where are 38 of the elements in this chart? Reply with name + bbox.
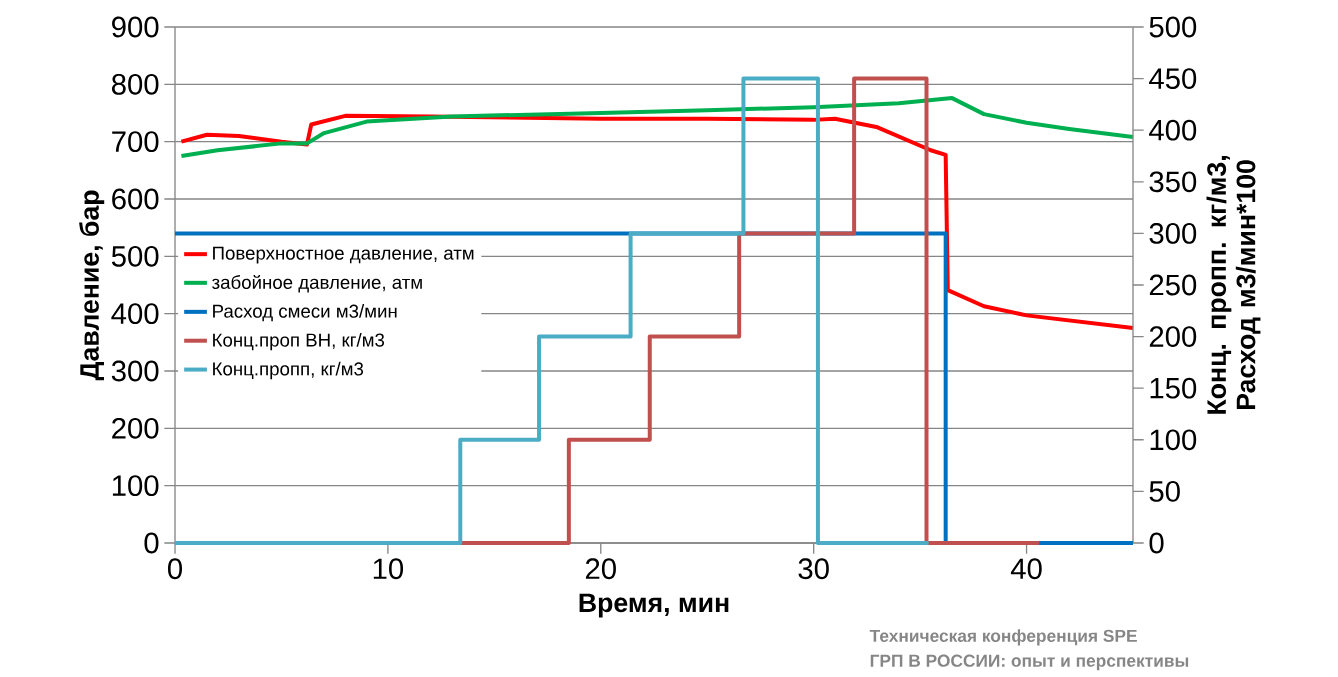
y2-tick-label: 450: [1149, 68, 1197, 89]
legend-label: Конц.проп ВН, кг/м3: [213, 332, 385, 351]
y-tick-label: 900: [112, 16, 159, 38]
y2-tick-label: 500: [1149, 16, 1197, 38]
y-tick-label: 600: [112, 188, 159, 210]
y2-axis-title: Конц. пропп. кг/м3, Расход м3/мин*100: [1206, 156, 1261, 414]
x-axis-title: Время, мин: [579, 593, 729, 618]
y-axis-title: Давление, бар: [79, 190, 105, 381]
x-tick-label: 30: [798, 558, 829, 580]
text: ГРП В РОССИИ: опыт и перспективы: [870, 654, 1189, 671]
y2-tick-label: 100: [1150, 429, 1197, 451]
y-tick-label: 200: [112, 417, 159, 439]
y2-tick-label: 0: [1149, 532, 1164, 554]
y2-tick-label: 200: [1149, 326, 1197, 347]
legend-label: Конц.пропп, кг/м3: [213, 361, 364, 380]
y2-tick-label: 150: [1150, 377, 1197, 399]
y2-tick-label: 350: [1149, 171, 1197, 193]
y-tick-label: 300: [111, 360, 159, 382]
line-series: [173, 76, 931, 545]
text: Техническая конференция SPE: [869, 629, 1137, 646]
y-tick-label: 400: [111, 303, 159, 325]
y-tick-label: 800: [111, 73, 159, 95]
y2-tick-label: 250: [1149, 274, 1197, 296]
y-tick-label: 100: [112, 475, 159, 497]
x-tick-label: 10: [373, 558, 404, 580]
x-tick-label: 20: [585, 558, 616, 580]
legend-label: Расход смеси м3/мин: [213, 304, 397, 322]
y2-tick-label: 300: [1149, 223, 1197, 244]
y2-tick-label: 400: [1149, 119, 1197, 141]
legend-label: Поверхностное давление, атм: [213, 246, 474, 264]
line-series: [179, 96, 1135, 158]
y-tick-label: 700: [112, 131, 159, 153]
legend-label: забойное давление, атм: [212, 274, 422, 293]
x-tick-label: 0: [168, 558, 183, 580]
y-tick-label: 500: [111, 245, 159, 267]
x-tick-label: 40: [1010, 558, 1042, 580]
y2-tick-label: 50: [1149, 480, 1180, 502]
y-tick-label: 0: [144, 532, 159, 554]
